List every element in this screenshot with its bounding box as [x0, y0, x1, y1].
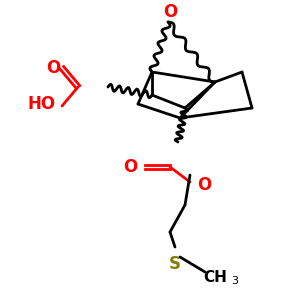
Text: O: O: [123, 158, 137, 176]
Text: S: S: [169, 255, 181, 273]
Text: O: O: [163, 3, 177, 21]
Text: O: O: [46, 59, 60, 77]
Text: HO: HO: [28, 95, 56, 113]
Text: O: O: [197, 176, 211, 194]
Text: CH: CH: [203, 271, 227, 286]
Text: 3: 3: [232, 276, 238, 286]
